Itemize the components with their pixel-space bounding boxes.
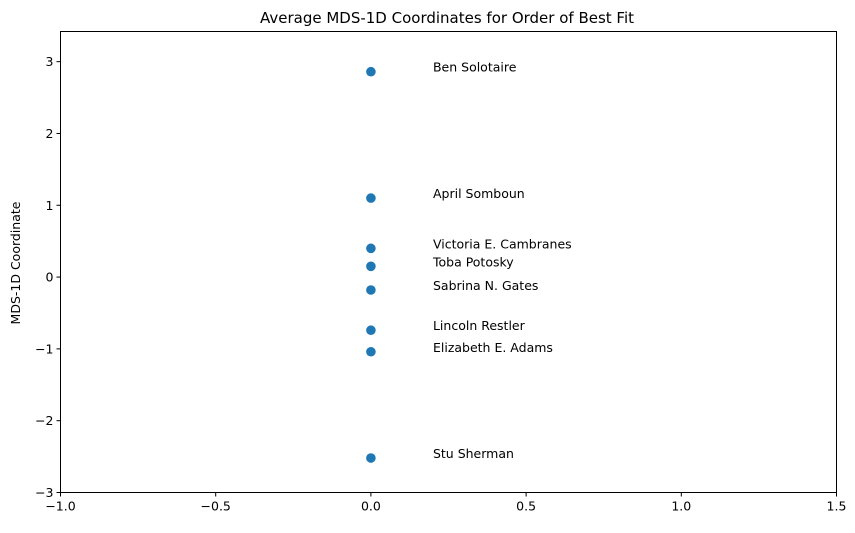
data-points	[366, 66, 376, 463]
point-label: Elizabeth E. Adams	[433, 340, 553, 355]
data-point	[366, 346, 376, 357]
point-label: Lincoln Restler	[433, 318, 526, 333]
data-point	[366, 261, 376, 272]
data-point	[366, 453, 376, 463]
x-tick-label: −1.0	[45, 499, 75, 514]
point-annotations: Ben Solotaire April Somboun Victoria E. Ca…	[432, 60, 572, 461]
y-tick-label: 1	[46, 198, 54, 213]
point-label: Sabrina N. Gates	[433, 278, 538, 293]
x-tick-label: 0.5	[516, 499, 536, 514]
point-label: Ben Solotaire	[433, 60, 517, 75]
chart-title: Average MDS-1D Coordinates for Order of …	[260, 9, 634, 27]
y-tick-label: −1	[35, 341, 53, 356]
plot-frame	[60, 31, 837, 493]
data-point	[366, 243, 376, 254]
point-label: Toba Potosky	[432, 254, 514, 269]
point-label: Victoria E. Cambranes	[433, 236, 572, 251]
y-axis-label: MDS-1D Coordinate	[8, 201, 23, 324]
y-tick-label: 2	[46, 126, 54, 141]
x-tick-label: −0.5	[201, 499, 231, 514]
x-tick-label: 1.0	[671, 499, 691, 514]
data-point	[366, 325, 376, 336]
y-axis: −3 −2 −1 0 1 2 3	[35, 54, 61, 500]
y-tick-label: 3	[46, 54, 54, 69]
x-axis: −1.0 −0.5 0.0 0.5 1.0 1.5	[45, 492, 847, 514]
point-label: April Somboun	[433, 186, 525, 201]
data-point	[366, 193, 376, 203]
x-tick-label: 0.0	[361, 499, 381, 514]
data-point	[366, 285, 376, 295]
x-tick-label: 1.5	[827, 499, 847, 514]
data-point	[366, 66, 376, 77]
y-tick-label: −3	[35, 485, 53, 500]
y-tick-label: −2	[35, 413, 53, 428]
y-tick-label: 0	[46, 270, 54, 285]
point-label: Stu Sherman	[433, 446, 514, 461]
